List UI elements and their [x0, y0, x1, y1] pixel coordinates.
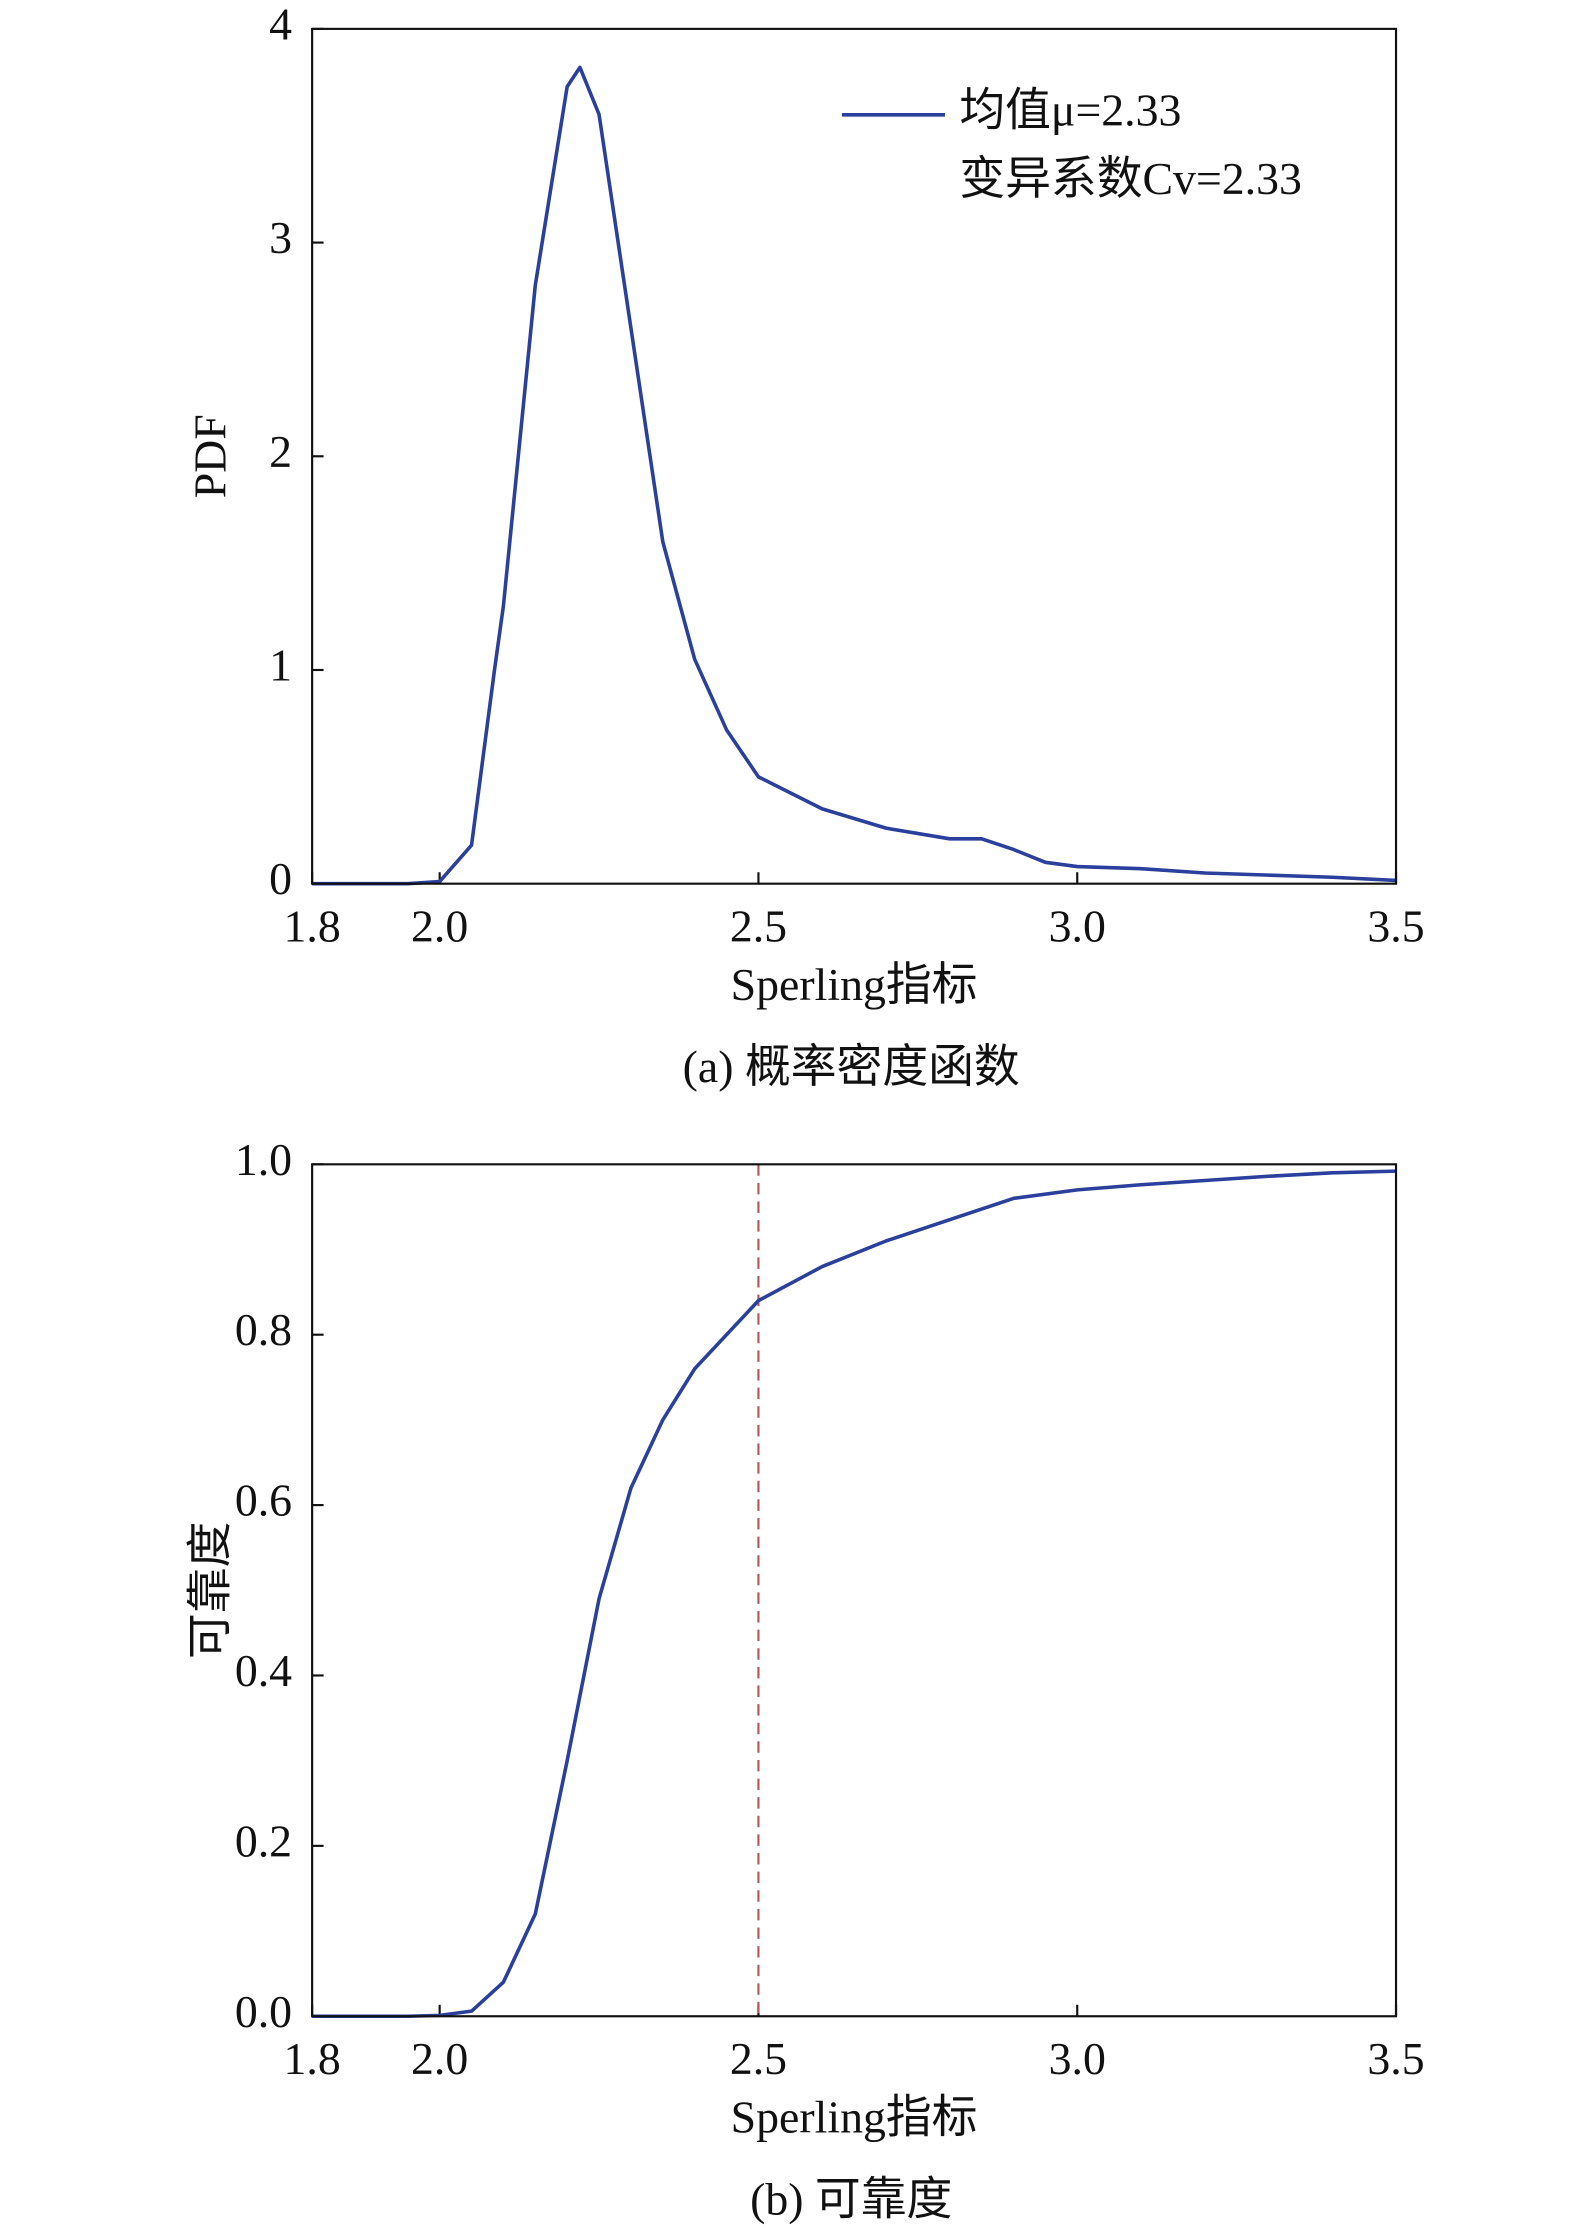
y-tick-label: 0.0: [235, 1986, 292, 2037]
y-tick-label: 1.0: [235, 1134, 292, 1185]
y-tick-label: 0: [269, 853, 292, 904]
x-tick-label: 1.8: [284, 2033, 341, 2084]
x-tick-label: 1.8: [284, 900, 341, 951]
x-tick-label: 3.0: [1049, 900, 1106, 951]
legend-label: 均值μ=2.33: [959, 84, 1181, 135]
x-axis-label: Sperling指标: [731, 2092, 978, 2143]
caption: (b) 可靠度: [750, 2173, 952, 2224]
legend-note: 变异系数Cv=2.33: [959, 153, 1302, 204]
x-tick-label: 3.0: [1049, 2033, 1106, 2084]
y-tick-label: 1: [269, 639, 292, 690]
y-tick-label: 4: [269, 0, 292, 49]
y-tick-label: 0.8: [235, 1304, 292, 1355]
plot-frame: [311, 27, 1398, 885]
x-tick-label: 2.0: [411, 2033, 468, 2084]
x-axis-label: Sperling指标: [731, 959, 978, 1010]
x-tick-label: 3.5: [1367, 900, 1424, 951]
y-axis-label: 可靠度: [184, 1522, 235, 1659]
x-tick-label: 2.5: [730, 900, 787, 951]
x-tick-label: 3.5: [1367, 2033, 1424, 2084]
x-tick-label: 2.0: [411, 900, 468, 951]
y-tick-label: 0.4: [235, 1645, 292, 1696]
y-tick-label: 0.6: [235, 1475, 292, 1526]
y-tick-label: 2: [269, 426, 292, 477]
y-tick-label: 0.2: [235, 1815, 292, 1866]
data-line: [312, 1169, 1397, 2019]
y-axis-label: PDF: [184, 414, 235, 498]
caption: (a) 概率密度函数: [683, 1041, 1020, 1092]
y-tick-label: 3: [269, 212, 292, 263]
data-line: [312, 65, 1397, 886]
x-tick-label: 2.5: [730, 2033, 787, 2084]
plot-frame: [311, 1163, 1398, 2018]
